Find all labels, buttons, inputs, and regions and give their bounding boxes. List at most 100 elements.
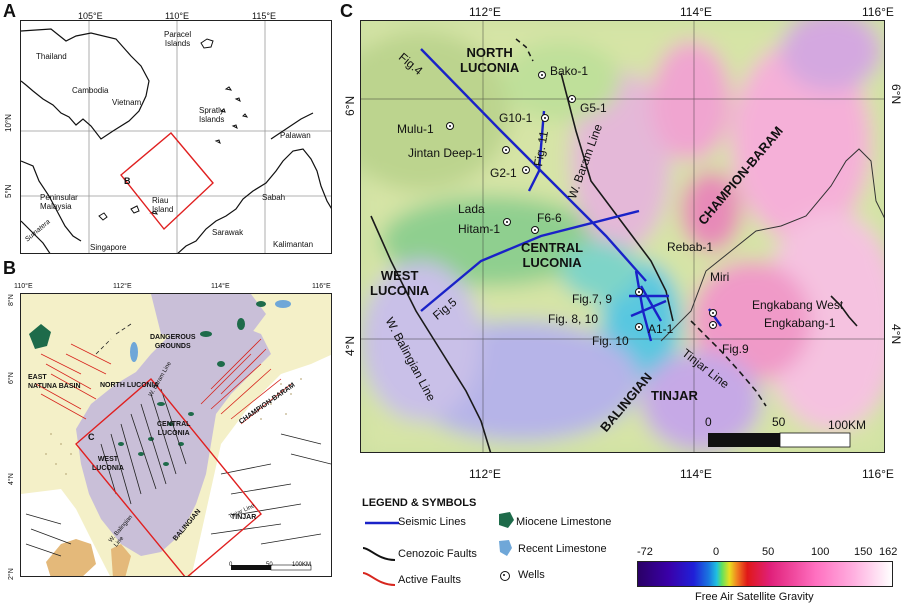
map-a-box-label: B [124, 176, 131, 186]
region-north-luconia: NORTH LUCONIA [460, 45, 520, 75]
b-north-luconia: NORTH LUCONIA [100, 382, 159, 389]
c-lat-4-left: 4°N [343, 335, 357, 356]
place-peninsular: Peninsular Malaysia [40, 193, 78, 211]
legend-recent: Recent Limestone [518, 543, 607, 555]
b-east-natuna: EAST NATUNA BASIN [28, 374, 81, 390]
colorbar-tick-150: 150 [854, 546, 873, 558]
panel-c-letter: C [340, 1, 353, 21]
map-b-lon-112: 112°E [113, 283, 132, 290]
c-scale-0: 0 [705, 415, 712, 429]
region-west-luconia: WEST LUCONIA [370, 268, 430, 298]
map-b-geology [21, 294, 331, 576]
well-g5-1-marker [568, 95, 576, 103]
c-lon-114: 114°E [680, 5, 712, 19]
place-vietnam: Vietnam [112, 98, 142, 107]
legend-seismic: Seismic Lines [398, 516, 466, 528]
map-c-gravity-map [361, 21, 884, 452]
colorbar-tick-100: 100 [811, 546, 830, 558]
region-tinjar: TINJAR [651, 388, 698, 403]
map-b-lon-116: 116°E [312, 283, 331, 290]
colorbar-tick-162: 162 [879, 546, 898, 558]
well-engkabang-west-marker [709, 309, 717, 317]
fig-8-10: Fig. 8, 10 [548, 312, 599, 326]
map-b-lon-114: 114°E [211, 283, 230, 290]
well-a1-1-marker [635, 323, 643, 331]
well-engkabang-west: Engkabang West [752, 298, 844, 312]
fig-7-9: Fig.7, 9 [572, 292, 613, 306]
map-b-lon-110: 110°E [14, 283, 33, 290]
legend-miocene-swatch [499, 512, 514, 528]
well-rebab-1: Rebab-1 [667, 240, 714, 254]
c-lon-116: 116°E [862, 5, 894, 19]
colorbar-tick-0: 0 [713, 546, 720, 558]
map-b-lat-4: 4°N [8, 473, 15, 485]
legend-miocene: Miocene Limestone [516, 516, 612, 528]
fig-10: Fig. 10 [592, 334, 629, 348]
c-lon-116-bottom: 116°E [862, 467, 894, 481]
place-spratly: Spratly Islands [199, 106, 225, 124]
well-g5-1: G5-1 [580, 101, 607, 115]
place-paracel: Paracel Islands [164, 30, 192, 48]
well-engkabang-1: Engkabang-1 [764, 316, 836, 330]
place-palawan: Palawan [280, 131, 311, 140]
well-g10-1: G10-1 [499, 111, 533, 125]
panel-b-letter: B [3, 258, 16, 278]
well-mulu-1: Mulu-1 [397, 122, 434, 136]
well-lada-hitam-1-marker [503, 218, 511, 226]
place-kalimantan: Kalimantan [273, 240, 314, 249]
b-west-luconia: WEST LUCONIA [92, 456, 124, 472]
b-tinjar: TINJAR [231, 514, 257, 521]
panel-a-letter: A [3, 1, 16, 21]
well-a1-1: A1-1 [648, 322, 674, 336]
place-sarawak: Sarawak [212, 228, 244, 237]
c-lon-112: 112°E [469, 5, 501, 19]
b-scale-100: 100KM [292, 562, 312, 568]
map-a-lon-110: 110°E [165, 11, 189, 21]
place-miri: Miri [710, 270, 730, 284]
well-g10-1-marker [541, 114, 549, 122]
b-box-label: C [88, 432, 95, 442]
b-scale-0: 0 [229, 562, 233, 568]
legend-wells: Wells [518, 569, 545, 581]
well-bako-1-marker [538, 71, 546, 79]
legend-seismic-swatch [365, 521, 399, 525]
legend-active-swatch [362, 572, 396, 586]
c-scale-50: 50 [772, 415, 786, 429]
well-engkabang-1-marker [709, 321, 717, 329]
well-g2-1-marker [522, 166, 530, 174]
well-rebab-1-marker [635, 288, 643, 296]
well-bako-1: Bako-1 [550, 64, 589, 78]
legend-recent-swatch [499, 540, 512, 556]
map-b-lat-6: 6°N [8, 372, 15, 384]
map-a-lon-115: 115°E [252, 11, 276, 21]
place-sabah: Sabah [262, 193, 286, 202]
place-singapore: Singapore [90, 243, 127, 252]
well-jintan-deep-1-marker [502, 146, 510, 154]
c-lat-6-right: 6°N [889, 84, 903, 105]
colorbar-tick-m72: -72 [637, 546, 653, 558]
map-a-frame [20, 20, 332, 254]
c-lat-4-right: 4°N [889, 324, 903, 345]
map-b-frame [20, 293, 332, 577]
map-a-lat-10: 10°N [4, 114, 13, 132]
colorbar-title: Free Air Satellite Gravity [695, 591, 814, 603]
place-riau: Riau Island [152, 196, 174, 214]
fig-9: Fig.9 [722, 342, 749, 356]
map-b-lat-8: 8°N [8, 294, 15, 306]
b-dangerous-grounds: DANGEROUS GROUNDS [150, 334, 196, 350]
place-cambodia: Cambodia [72, 86, 109, 95]
map-c-frame [360, 20, 885, 453]
map-b-lat-2: 2°N [8, 568, 15, 580]
legend-title: LEGEND & SYMBOLS [362, 497, 477, 509]
map-a-lon-105: 105°E [78, 11, 103, 21]
well-mulu-1-marker [446, 122, 454, 130]
well-jintan-deep-1: Jintan Deep-1 [408, 146, 483, 160]
colorbar-tick-50: 50 [762, 546, 775, 558]
c-lon-114-bottom: 114°E [680, 467, 712, 481]
well-g2-1: G2-1 [490, 166, 517, 180]
colorbar-gradient [637, 561, 893, 587]
legend-cenozoic: Cenozoic Faults [398, 548, 477, 560]
legend-well-swatch [500, 571, 510, 581]
well-f6-6: F6-6 [537, 211, 562, 225]
legend-cenozoic-swatch [362, 547, 396, 561]
